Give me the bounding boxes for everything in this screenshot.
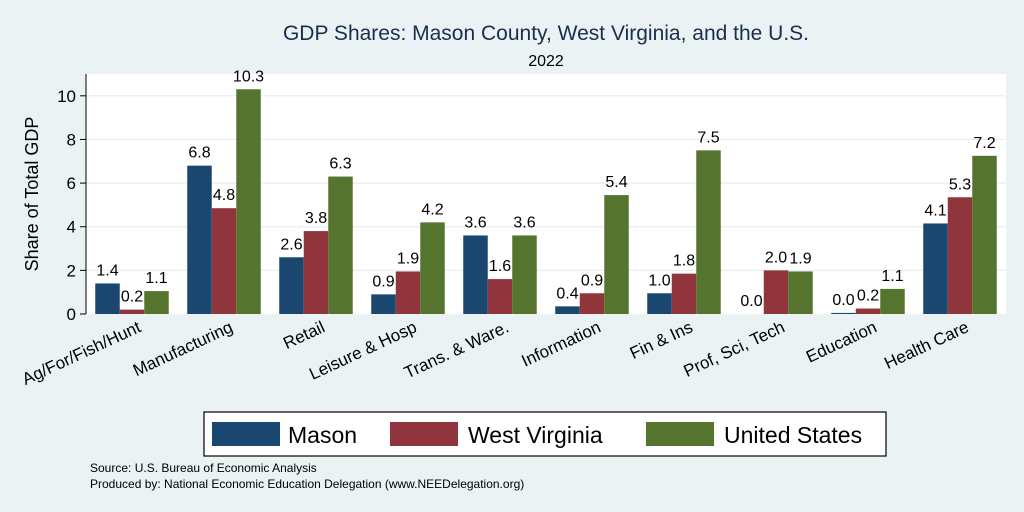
bar-west-virginia	[395, 271, 421, 314]
y-tick-label: 8	[67, 130, 76, 149]
bar-mason	[555, 306, 580, 314]
bar-united-states	[420, 222, 445, 314]
bar-united-states	[512, 235, 537, 314]
value-label-west-virginia: 5.3	[949, 176, 971, 193]
value-label-west-virginia: 0.9	[581, 272, 603, 289]
x-tick-label: Trans. & Ware.	[401, 317, 511, 382]
value-label-mason: 0.0	[740, 293, 762, 310]
legend-label-west-virginia: West Virginia	[468, 422, 603, 448]
bar-west-virginia	[579, 293, 605, 314]
value-label-mason: 2.6	[280, 236, 302, 253]
value-label-mason: 1.0	[648, 272, 670, 289]
value-label-west-virginia: 1.9	[397, 250, 419, 267]
legend-swatch-west-virginia	[390, 422, 458, 446]
x-tick-label: Manufacturing	[130, 317, 236, 380]
value-label-mason: 3.6	[464, 214, 486, 231]
bars	[95, 89, 997, 314]
chart-subtitle: 2022	[528, 53, 564, 70]
x-tick-label: Retail	[280, 317, 327, 353]
bar-united-states	[144, 291, 169, 314]
x-tick-label: Education	[803, 317, 880, 366]
value-label-united-states: 10.3	[233, 68, 264, 85]
bar-united-states	[696, 150, 721, 314]
bar-mason	[95, 283, 120, 314]
produced-by-note: Produced by: National Economic Education…	[90, 477, 524, 491]
y-tick-label: 2	[67, 261, 76, 280]
bar-mason	[279, 257, 304, 314]
value-label-west-virginia: 2.0	[765, 249, 787, 266]
value-label-mason: 1.4	[96, 262, 118, 279]
y-tick-label: 0	[67, 305, 76, 324]
value-label-united-states: 1.9	[789, 250, 811, 267]
bar-united-states	[604, 195, 629, 314]
bar-mason	[647, 293, 672, 314]
bar-west-virginia	[487, 279, 513, 314]
bar-united-states	[328, 176, 353, 314]
value-label-west-virginia: 3.8	[305, 210, 327, 227]
value-label-mason: 0.0	[832, 292, 854, 309]
x-tick-label: Prof, Sci, Tech	[681, 317, 788, 380]
bar-united-states	[236, 89, 261, 314]
y-tick-label: 6	[67, 174, 76, 193]
bar-united-states	[880, 288, 905, 314]
value-label-west-virginia: 1.6	[489, 258, 511, 275]
value-labels: 1.40.21.16.84.810.32.63.86.30.91.94.23.6…	[96, 68, 995, 310]
legend-label-mason: Mason	[288, 422, 357, 448]
bar-west-virginia	[303, 231, 329, 314]
value-label-west-virginia: 4.8	[213, 187, 235, 204]
bar-mason	[831, 312, 856, 314]
value-label-mason: 6.8	[188, 145, 210, 162]
value-label-united-states: 5.4	[605, 174, 627, 191]
value-label-mason: 4.1	[924, 202, 946, 219]
source-note: Source: U.S. Bureau of Economic Analysis	[90, 461, 317, 475]
x-tick-label: Health Care	[881, 317, 971, 373]
bar-united-states	[972, 155, 997, 314]
bar-west-virginia	[947, 197, 973, 314]
bar-west-virginia	[119, 309, 145, 314]
legend: Mason West Virginia United States	[203, 411, 887, 457]
legend-label-united-states: United States	[724, 422, 862, 448]
y-axis-label: Share of Total GDP	[22, 117, 42, 272]
legend-swatch-united-states	[646, 422, 714, 446]
value-label-west-virginia: 0.2	[857, 288, 879, 305]
bar-mason	[187, 165, 212, 314]
value-label-united-states: 7.2	[973, 135, 995, 152]
bar-mason	[463, 235, 488, 314]
value-label-united-states: 3.6	[513, 214, 535, 231]
value-label-west-virginia: 0.2	[121, 289, 143, 306]
y-ticks: 0 2 4 6 8 10	[57, 87, 86, 324]
value-label-united-states: 1.1	[145, 270, 167, 287]
bar-united-states	[788, 271, 813, 314]
y-tick-label: 4	[67, 218, 76, 237]
value-label-united-states: 4.2	[421, 201, 443, 218]
bar-west-virginia	[211, 208, 237, 314]
bar-mason	[371, 294, 396, 314]
value-label-united-states: 6.3	[329, 156, 351, 173]
y-tick-label: 10	[57, 87, 76, 106]
bar-west-virginia	[855, 308, 881, 314]
bar-west-virginia	[763, 270, 789, 314]
value-label-west-virginia: 1.8	[673, 253, 695, 270]
chart-title: GDP Shares: Mason County, West Virginia,…	[283, 22, 809, 45]
x-tick-label: Information	[519, 317, 604, 370]
legend-swatch-mason	[212, 422, 280, 446]
legend-box	[203, 411, 887, 457]
value-label-united-states: 1.1	[881, 268, 903, 285]
x-tick-label: Fin & Ins	[627, 317, 696, 363]
x-tick-label: Ag/For/Fish/Hunt	[19, 317, 144, 389]
value-label-mason: 0.9	[372, 273, 394, 290]
bar-west-virginia	[671, 273, 697, 314]
bar-mason	[923, 223, 948, 314]
value-label-mason: 0.4	[556, 285, 578, 302]
value-label-united-states: 7.5	[697, 129, 719, 146]
